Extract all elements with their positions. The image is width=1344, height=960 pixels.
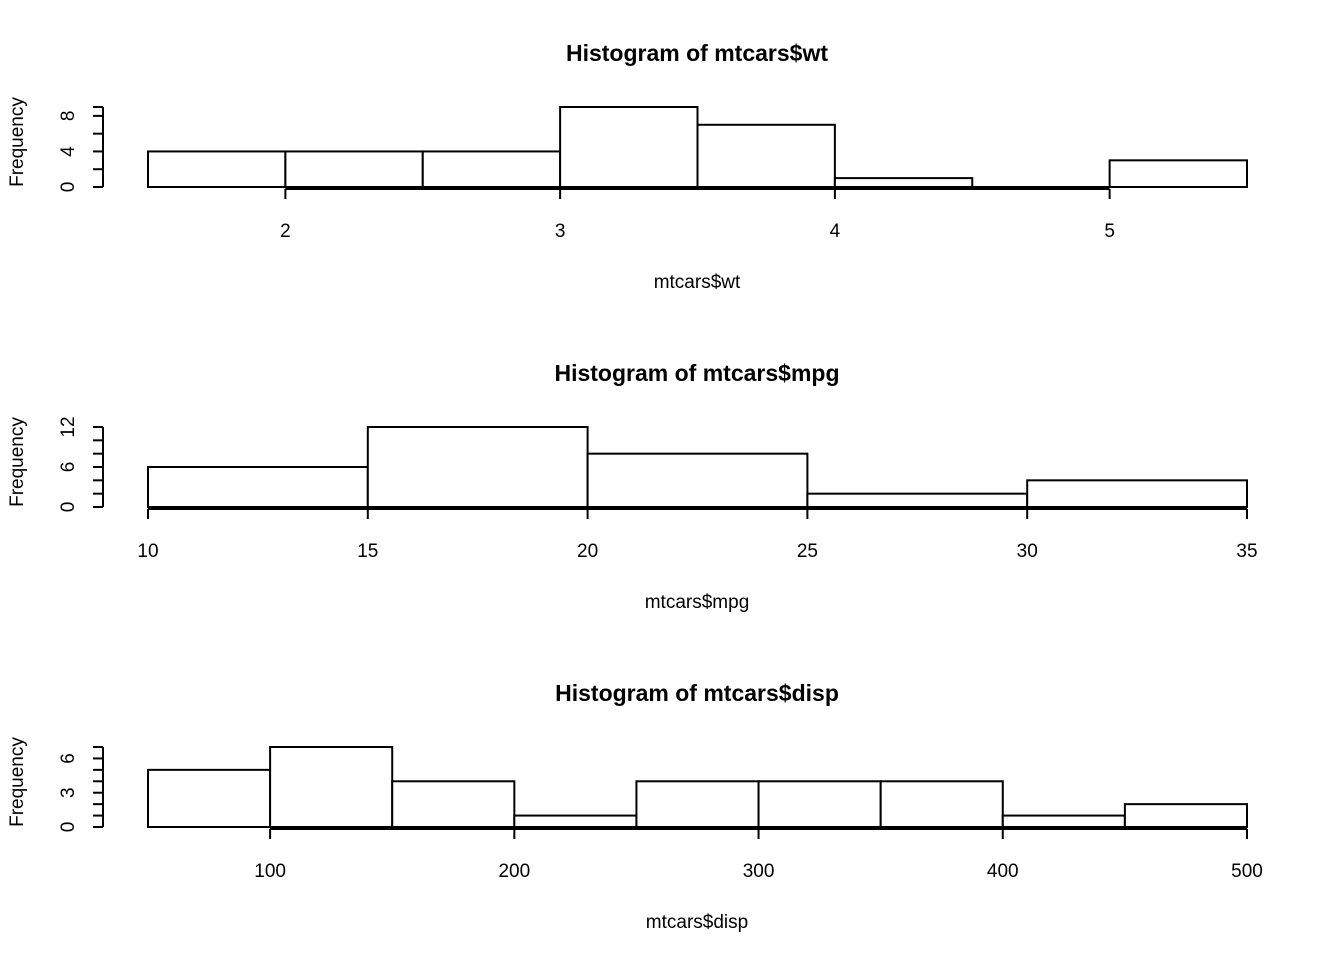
histogram-bar [696, 123, 836, 188]
x-tick-label: 300 [743, 861, 775, 882]
y-tick-label: 0 [58, 182, 79, 193]
histogram-bar [559, 106, 699, 188]
x-tick-label: 200 [498, 861, 530, 882]
x-tick-label: 30 [1017, 541, 1038, 562]
y-axis-label: Frequency [7, 737, 28, 827]
histogram-bar [269, 746, 394, 828]
histogram-bar [513, 814, 638, 828]
histogram-bar [284, 150, 424, 188]
y-tick-label: 0 [58, 502, 79, 513]
y-tick-label: 4 [58, 146, 79, 157]
histogram-bar [757, 780, 882, 828]
histogram-bar [366, 426, 589, 508]
y-tick-label: 3 [58, 787, 79, 798]
chart-title: Histogram of mtcars$disp [555, 680, 839, 706]
x-axis-label: mtcars$wt [654, 272, 741, 293]
x-tick-label: 10 [137, 541, 158, 562]
histogram-bar [1123, 803, 1249, 829]
y-axis-label: Frequency [7, 97, 28, 187]
x-tick-label: 15 [357, 541, 378, 562]
histogram-bar [147, 466, 369, 508]
histogram-panel-2: Histogram of mtcars$mpg Frequency mtcars$m… [7, 360, 1258, 613]
y-axis-label: Frequency [7, 417, 28, 507]
histogram-bar [833, 177, 974, 189]
x-tick-label: 20 [577, 541, 598, 562]
chart-title: Histogram of mtcars$mpg [554, 360, 839, 386]
histogram-bar [1001, 814, 1126, 828]
histogram-panel-1: Histogram of mtcars$wt Frequency mtcars$wt… [7, 40, 1248, 293]
histogram-bar [421, 150, 562, 188]
x-tick-label: 100 [254, 861, 286, 882]
y-tick-label: 12 [58, 416, 79, 437]
histogram-bar [879, 780, 1004, 828]
x-axis-label: mtcars$mpg [645, 592, 750, 613]
histogram-bar [147, 768, 272, 828]
x-tick-label: 400 [987, 861, 1019, 882]
x-tick-label: 3 [555, 221, 566, 242]
histogram-bar [391, 780, 516, 828]
histogram-bar [586, 452, 809, 508]
chart-title: Histogram of mtcars$wt [566, 40, 828, 66]
x-tick-label: 25 [797, 541, 818, 562]
x-tick-label: 500 [1231, 861, 1263, 882]
histogram-bar [806, 492, 1029, 508]
x-tick-label: 2 [280, 221, 291, 242]
y-tick-label: 6 [58, 462, 79, 473]
x-axis-label: mtcars$disp [646, 912, 748, 933]
histogram-bar [147, 150, 287, 188]
histogram-panel-3: Histogram of mtcars$disp Frequency mtcars$… [7, 680, 1263, 933]
x-tick-label: 35 [1236, 541, 1257, 562]
histogram-bar [635, 780, 760, 828]
x-tick-label: 5 [1104, 221, 1115, 242]
histogram-bar [1108, 159, 1248, 188]
histogram-bar [1026, 479, 1248, 509]
x-tick-label: 4 [830, 221, 841, 242]
y-tick-label: 0 [58, 822, 79, 833]
y-tick-label: 6 [58, 753, 79, 764]
y-tick-label: 8 [58, 111, 79, 122]
